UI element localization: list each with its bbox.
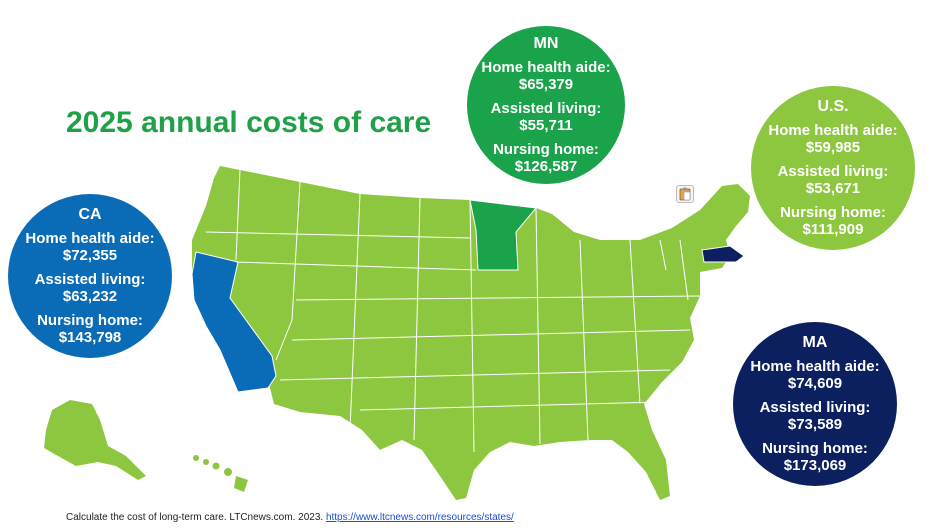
massachusetts-shape (701, 245, 745, 263)
assisted-living-value: $73,589 (787, 416, 843, 433)
bubble-code: CA (78, 206, 102, 223)
nursing-home-label: Nursing home: (37, 312, 143, 329)
assisted-living-value: $55,711 (519, 117, 573, 134)
nursing-home-label: Nursing home: (762, 440, 868, 457)
home-health-value: $59,985 (805, 139, 861, 156)
bubble-code: MA (802, 334, 828, 351)
assisted-living-value: $63,232 (62, 288, 118, 305)
home-health-label: Home health aide: (481, 59, 611, 76)
page-title: 2025 annual costs of care (66, 106, 432, 139)
footer-link[interactable]: https://www.ltcnews.com/resources/states… (325, 512, 514, 523)
home-health-label: Home health aide: (750, 358, 880, 375)
ma-bubble: MA Home health aide: $74,609 Assisted li… (733, 322, 897, 486)
assisted-living-label: Assisted living: (777, 163, 889, 180)
california-shape (191, 251, 277, 393)
home-health-label: Home health aide: (768, 122, 898, 139)
us-bubble: U.S. Home health aide: $59,985 Assisted … (751, 86, 915, 250)
home-health-value: $72,355 (62, 247, 118, 264)
footer-text: Calculate the cost of long-term care. LT… (66, 512, 326, 523)
contiguous-us-shape (192, 166, 750, 500)
alaska-shape (44, 400, 146, 480)
nursing-home-label: Nursing home: (493, 141, 599, 158)
mn-bubble: MN Home health aide: $65,379 Assisted li… (467, 26, 625, 184)
bubble-code: MN (533, 35, 559, 52)
assisted-living-label: Assisted living: (34, 271, 146, 288)
home-health-value: $65,379 (518, 76, 574, 93)
home-health-value: $74,609 (787, 375, 843, 392)
nursing-home-value: $143,798 (58, 329, 122, 346)
bubble-code: U.S. (817, 98, 849, 115)
assisted-living-label: Assisted living: (490, 100, 602, 117)
nursing-home-value: $173,069 (783, 457, 847, 474)
home-health-label: Home health aide: (25, 230, 155, 247)
state-borders (205, 169, 701, 453)
clipboard-icon[interactable] (676, 185, 694, 203)
assisted-living-label: Assisted living: (759, 399, 871, 416)
nursing-home-value: $126,587 (514, 158, 578, 175)
nursing-home-label: Nursing home: (780, 204, 886, 221)
source-footer: Calculate the cost of long-term care. LT… (66, 512, 514, 523)
hawaii-shape (193, 455, 248, 492)
ca-bubble: CA Home health aide: $72,355 Assisted li… (8, 194, 172, 358)
nursing-home-value: $111,909 (802, 221, 864, 238)
assisted-living-value: $53,671 (805, 180, 861, 197)
